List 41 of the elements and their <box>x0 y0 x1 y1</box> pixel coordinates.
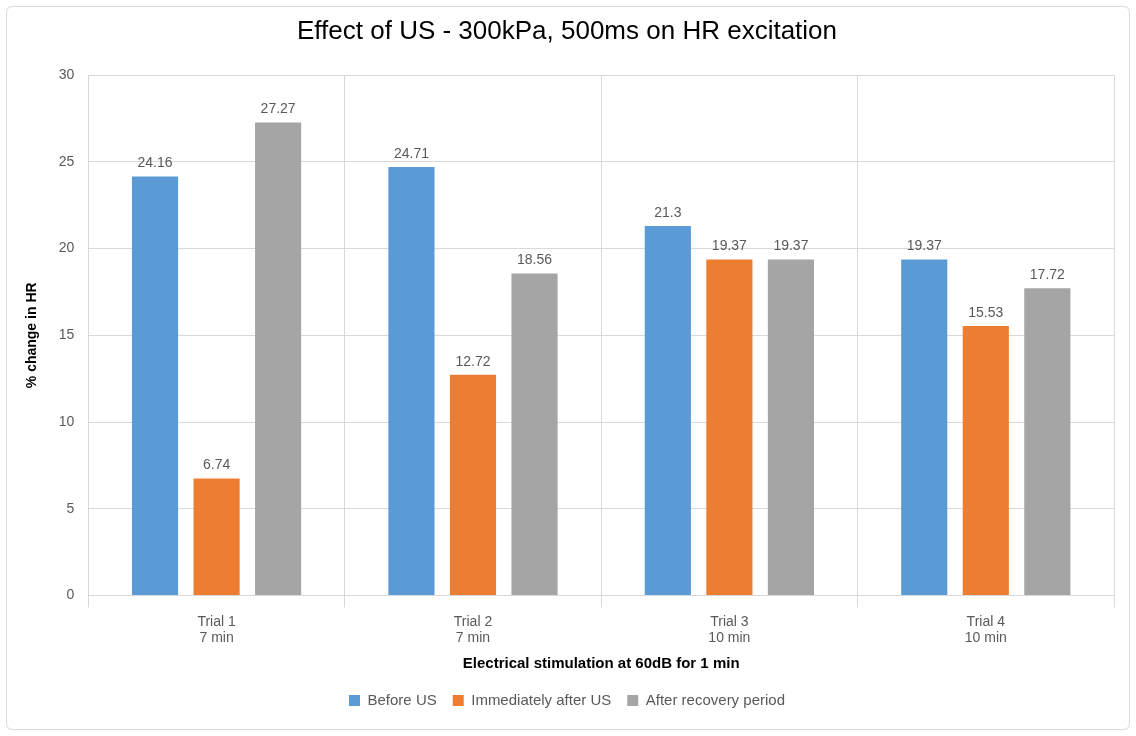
y-tick-label: 15 <box>58 326 75 343</box>
data-label: 21.3 <box>654 203 682 220</box>
data-label: 24.16 <box>137 154 173 171</box>
y-axis-title: % change in HR <box>23 282 40 389</box>
bar <box>388 166 435 595</box>
bar <box>511 273 558 595</box>
data-label: 19.37 <box>773 237 809 254</box>
data-label: 15.53 <box>968 303 1004 320</box>
data-label: 19.37 <box>906 237 942 254</box>
bar <box>131 176 179 595</box>
bar <box>255 122 302 595</box>
data-label: 6.74 <box>202 456 231 473</box>
y-tick-label: 20 <box>58 239 75 256</box>
y-tick-label: 25 <box>58 152 75 169</box>
bar <box>1024 288 1071 595</box>
legend-label: After recovery period <box>645 690 785 708</box>
data-label: 24.71 <box>393 144 430 161</box>
data-label: 17.72 <box>1029 265 1066 282</box>
bar <box>901 259 948 595</box>
legend-label: Immediately after US <box>471 690 612 708</box>
x-tick-label: Trial 2 7 min <box>453 612 493 646</box>
chart-title: Effect of US - 300kPa, 500ms on HR excitation <box>296 14 838 45</box>
bar <box>962 326 1009 595</box>
y-tick-label: 5 <box>66 499 75 516</box>
x-tick-label: Trial 1 7 min <box>197 612 236 646</box>
legend-label: Before US <box>367 690 437 708</box>
data-label: 18.56 <box>517 251 553 268</box>
y-tick-label: 0 <box>66 586 75 603</box>
x-tick-label: Trial 4 10 min <box>964 612 1007 646</box>
bar <box>644 226 691 595</box>
data-label: 19.37 <box>711 237 748 254</box>
y-tick-label: 10 <box>58 412 75 429</box>
x-tick-label: Trial 3 10 min <box>708 612 751 646</box>
y-tick-label: 30 <box>58 66 75 83</box>
bar <box>767 259 814 595</box>
bar <box>193 478 240 595</box>
bar <box>449 374 497 595</box>
x-axis-title: Electrical stimulation at 60dB for 1 min <box>462 654 740 672</box>
bar <box>706 259 753 595</box>
data-label: 12.72 <box>455 352 491 369</box>
data-label: 27.27 <box>260 100 296 117</box>
